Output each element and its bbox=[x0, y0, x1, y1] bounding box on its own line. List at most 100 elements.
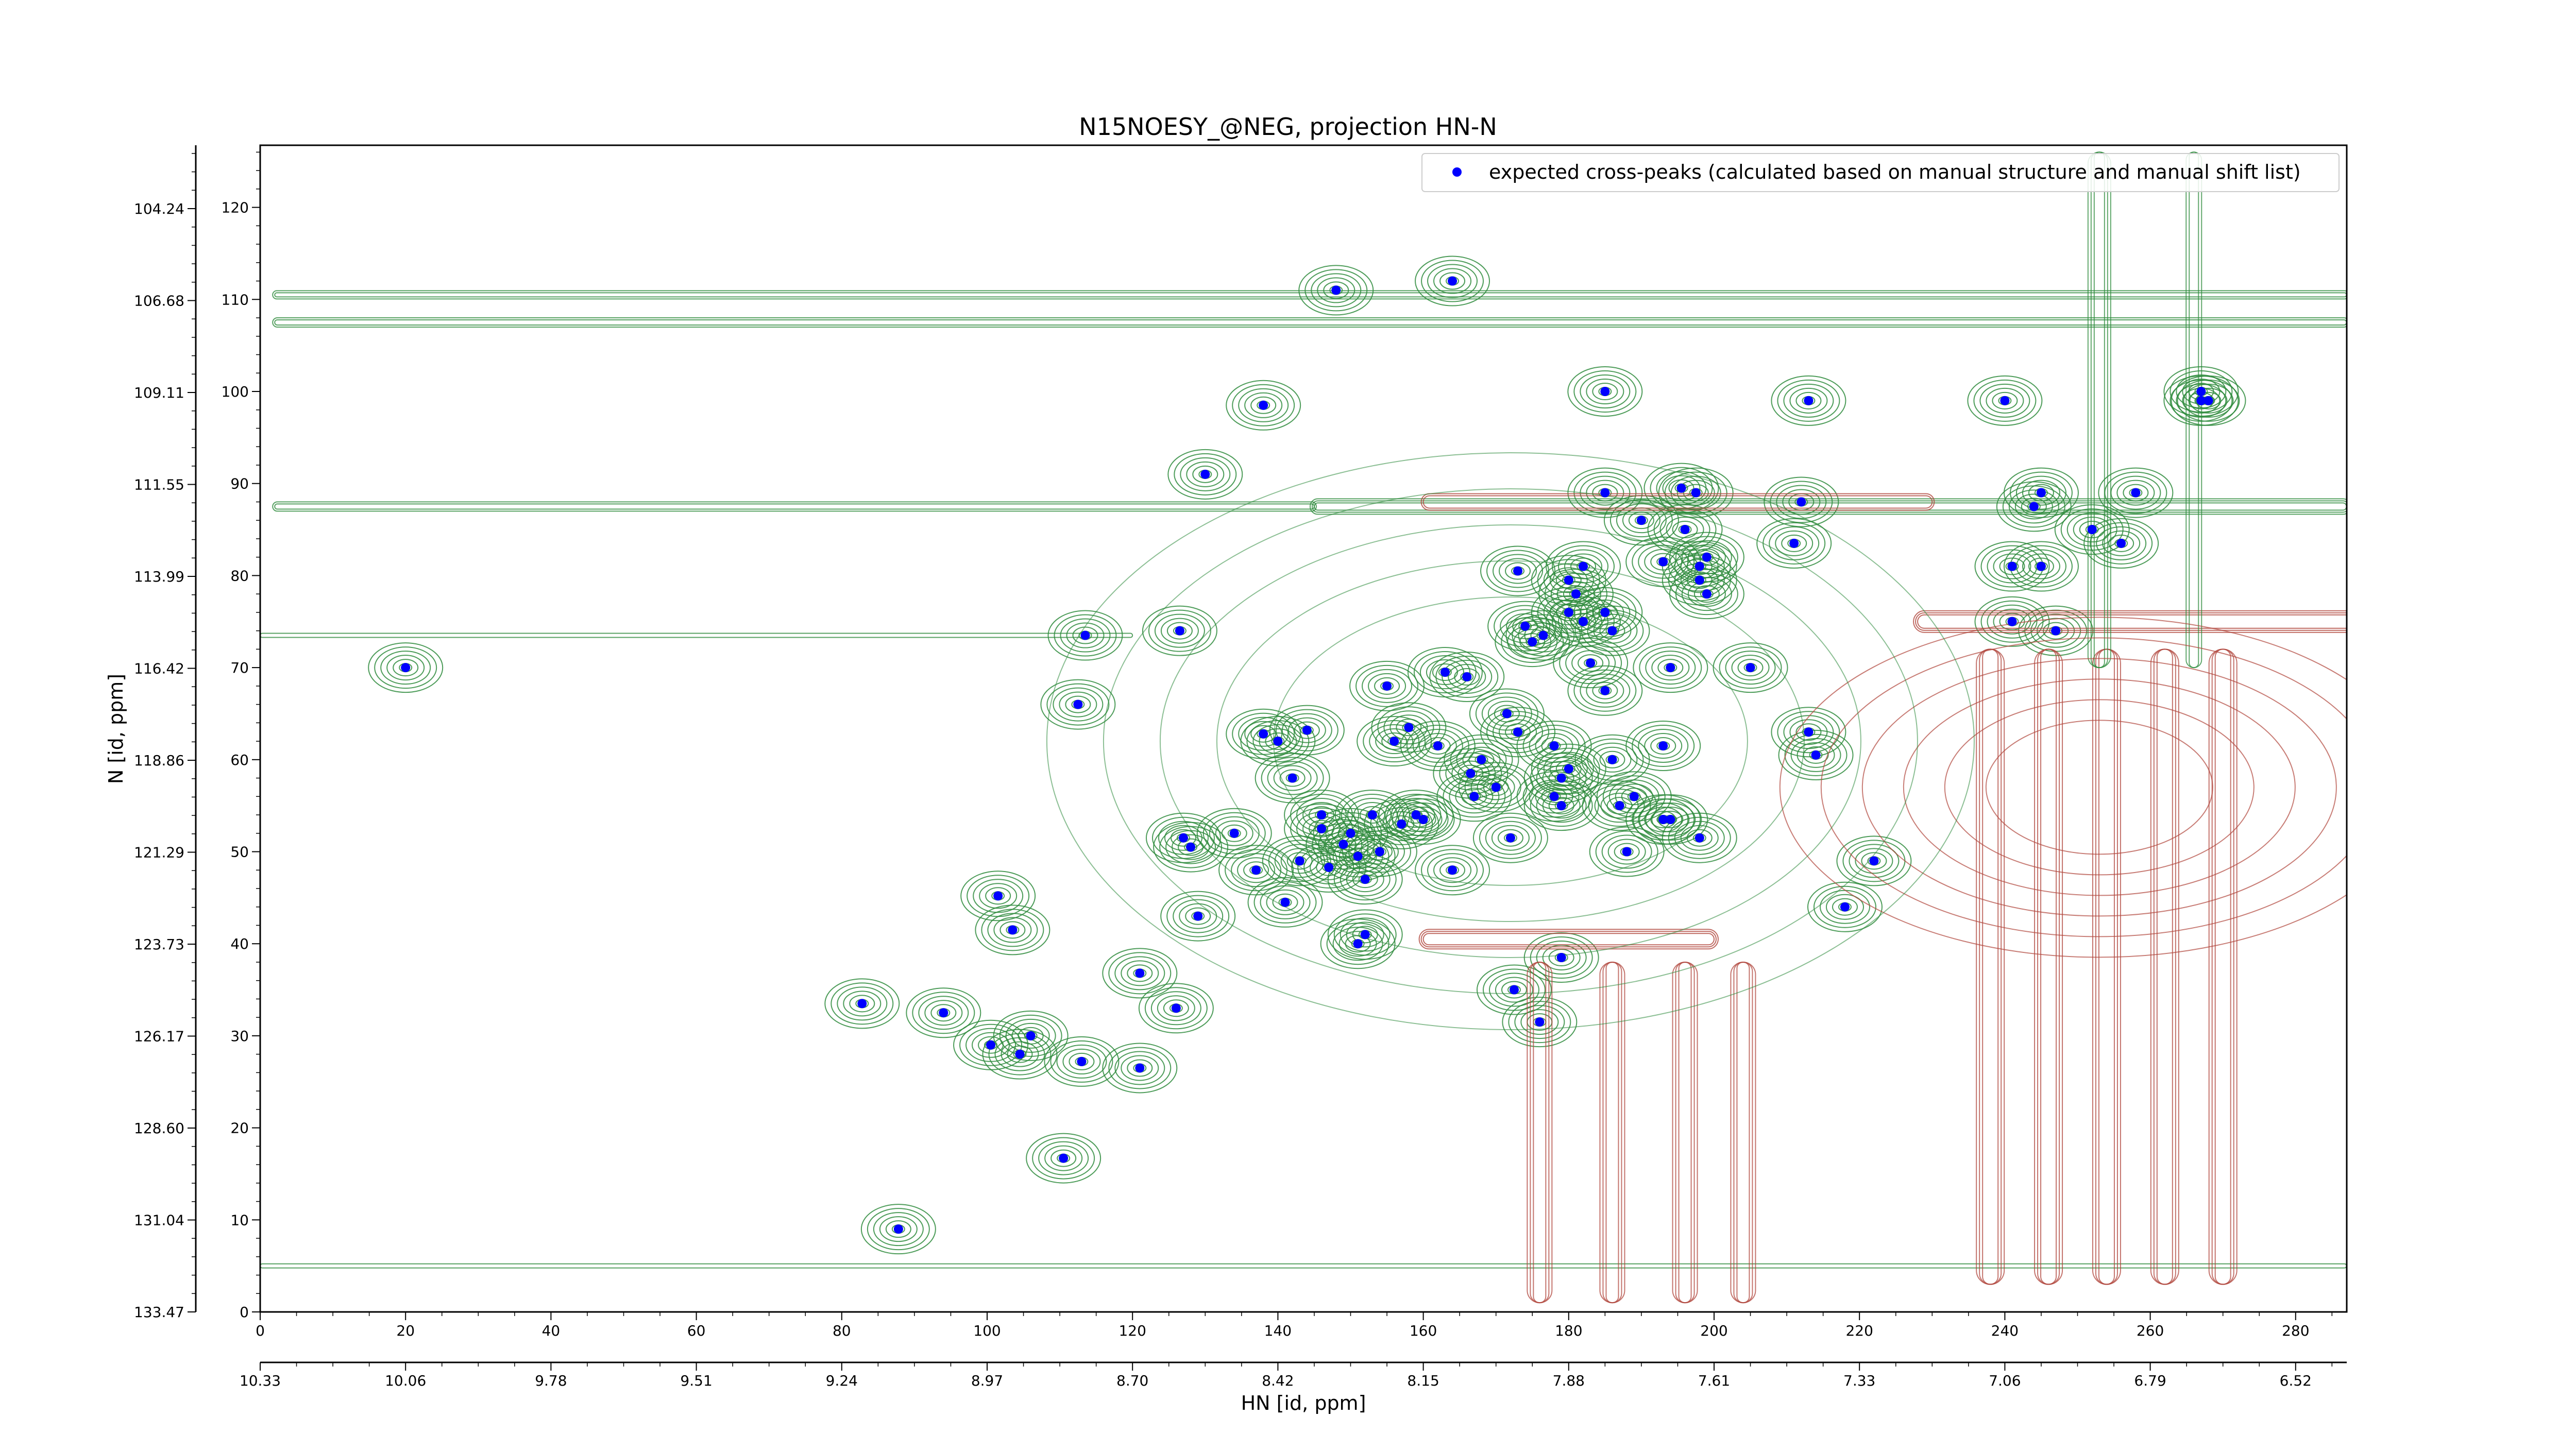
cross-peak-point bbox=[1505, 833, 1515, 843]
contour-ring bbox=[1342, 826, 1417, 877]
contour-ring bbox=[1731, 655, 1770, 681]
cross-peak-point bbox=[1607, 755, 1617, 764]
contour-ring bbox=[1192, 465, 1218, 483]
y-tick-label: 90 bbox=[230, 475, 249, 492]
contour-band bbox=[272, 290, 2347, 300]
contour-ring bbox=[1172, 834, 1210, 860]
x-tick-label: 60 bbox=[687, 1322, 706, 1339]
cross-peak-point bbox=[1382, 681, 1392, 691]
contour-ring bbox=[1662, 555, 1737, 606]
cross-peak-point bbox=[1338, 840, 1348, 849]
contour-ring bbox=[993, 1010, 1069, 1061]
contour-ring bbox=[1377, 706, 1440, 749]
contour-ring bbox=[1479, 816, 1542, 859]
contour-region bbox=[1944, 699, 2255, 876]
contour-ring bbox=[1253, 881, 1317, 924]
contour-ring bbox=[879, 1216, 918, 1242]
contour-ring bbox=[1260, 885, 1311, 919]
contour-ring bbox=[1157, 995, 1195, 1021]
contour-ring bbox=[2003, 467, 2079, 518]
contour-ring bbox=[918, 996, 969, 1030]
cross-peak-point bbox=[1797, 497, 1806, 507]
cross-peak-point bbox=[2007, 617, 2017, 626]
contour-ring bbox=[1050, 1149, 1077, 1167]
contour-ring bbox=[2015, 475, 2066, 510]
secondary-y-tick-label: 116.42 bbox=[134, 660, 184, 677]
contour-ring bbox=[1374, 677, 1400, 695]
contour-ring bbox=[1719, 646, 1782, 689]
contour-ring bbox=[1559, 642, 1622, 685]
cross-peak-point bbox=[1702, 552, 1711, 562]
cross-peak-point bbox=[1600, 488, 1610, 498]
cross-peak-point bbox=[1811, 750, 1821, 760]
cross-peak-point bbox=[1389, 737, 1399, 746]
contour-ring bbox=[1979, 383, 2030, 418]
contour-ring bbox=[1221, 824, 1247, 842]
cross-peak-point bbox=[1462, 672, 1472, 681]
y-axis: 0 10 20 30 40 50 60 70 80 90 100 110 120 bbox=[222, 151, 260, 1321]
contour-ring bbox=[849, 995, 875, 1013]
contour-ring bbox=[1398, 802, 1449, 837]
contour-band bbox=[272, 317, 2347, 328]
contour-ring bbox=[959, 1023, 1023, 1066]
contour-ring bbox=[1001, 1041, 1039, 1067]
contour-band bbox=[1420, 931, 1717, 948]
contour-ring bbox=[1549, 756, 1588, 782]
contour-ring bbox=[1127, 1059, 1153, 1077]
contour-ring bbox=[1475, 692, 1538, 735]
contour-ring bbox=[1813, 885, 1876, 928]
x-tick-label: 80 bbox=[833, 1322, 851, 1339]
contour-ring bbox=[1469, 688, 1545, 739]
cross-peak-point bbox=[1622, 847, 1632, 857]
contour-ring bbox=[1548, 797, 1574, 815]
secondary-x-axis: 10.33 10.06 9.78 9.51 9.24 8.97 8.70 8.42 8.15 7.… bbox=[240, 1361, 2347, 1389]
contour-ring bbox=[1555, 571, 1582, 589]
contour-ring bbox=[1552, 600, 1615, 643]
cross-peak-point bbox=[1840, 902, 1850, 912]
cross-peak-point bbox=[1579, 561, 1588, 571]
contour-ring bbox=[1771, 707, 1846, 758]
contour-ring bbox=[1999, 557, 2025, 575]
secondary-x-tick-label: 6.79 bbox=[2134, 1372, 2166, 1389]
y-tick-label: 110 bbox=[222, 291, 249, 308]
contour-ring bbox=[1018, 1027, 1044, 1045]
secondary-y-tick-label: 111.55 bbox=[134, 476, 184, 493]
contour-ring bbox=[1418, 732, 1457, 759]
contour-ring bbox=[1737, 659, 1764, 677]
contour-ring bbox=[1053, 687, 1104, 722]
cross-peak-point bbox=[1556, 801, 1566, 811]
contour-ring bbox=[1450, 738, 1513, 781]
cross-peak-point bbox=[1375, 847, 1384, 857]
cross-peak-point bbox=[1287, 773, 1297, 783]
x-tick-label: 100 bbox=[973, 1322, 1001, 1339]
contour-ring bbox=[386, 655, 425, 681]
contour-ring bbox=[1272, 893, 1298, 911]
y-tick-label: 50 bbox=[230, 844, 249, 861]
contour-ring bbox=[1433, 268, 1472, 294]
contour-ring bbox=[1121, 1055, 1159, 1081]
contour-ring bbox=[1581, 738, 1644, 781]
contour-ring bbox=[2090, 522, 2153, 565]
contour-ring bbox=[1046, 683, 1110, 726]
x-tick-label: 240 bbox=[1991, 1322, 2019, 1339]
plot-frame bbox=[259, 144, 2348, 1313]
contour-ring bbox=[1666, 517, 1704, 543]
cross-peak-point bbox=[1694, 575, 1704, 585]
cross-peak-point bbox=[1200, 469, 1210, 479]
contour-ring bbox=[1269, 705, 1345, 756]
cross-peak-point bbox=[1528, 637, 1537, 647]
contour-ring bbox=[1309, 806, 1335, 824]
y-tick-label: 30 bbox=[230, 1028, 249, 1045]
contour-ring bbox=[1775, 530, 1814, 556]
contour-ring bbox=[1470, 770, 1521, 805]
contour-ring bbox=[1327, 909, 1403, 960]
secondary-y-tick-label: 126.17 bbox=[134, 1028, 184, 1045]
contour-ring bbox=[1520, 1009, 1559, 1035]
legend-entry: expected cross-peaks (calculated based o… bbox=[1489, 161, 2301, 183]
contour-ring bbox=[1987, 604, 2038, 639]
cross-peak-point bbox=[2036, 488, 2046, 498]
legend: expected cross-peaks (calculated based o… bbox=[1421, 153, 2340, 192]
contour-ring bbox=[2195, 391, 2222, 409]
contour-ring bbox=[1512, 614, 1575, 657]
contour-ring bbox=[1060, 618, 1111, 653]
